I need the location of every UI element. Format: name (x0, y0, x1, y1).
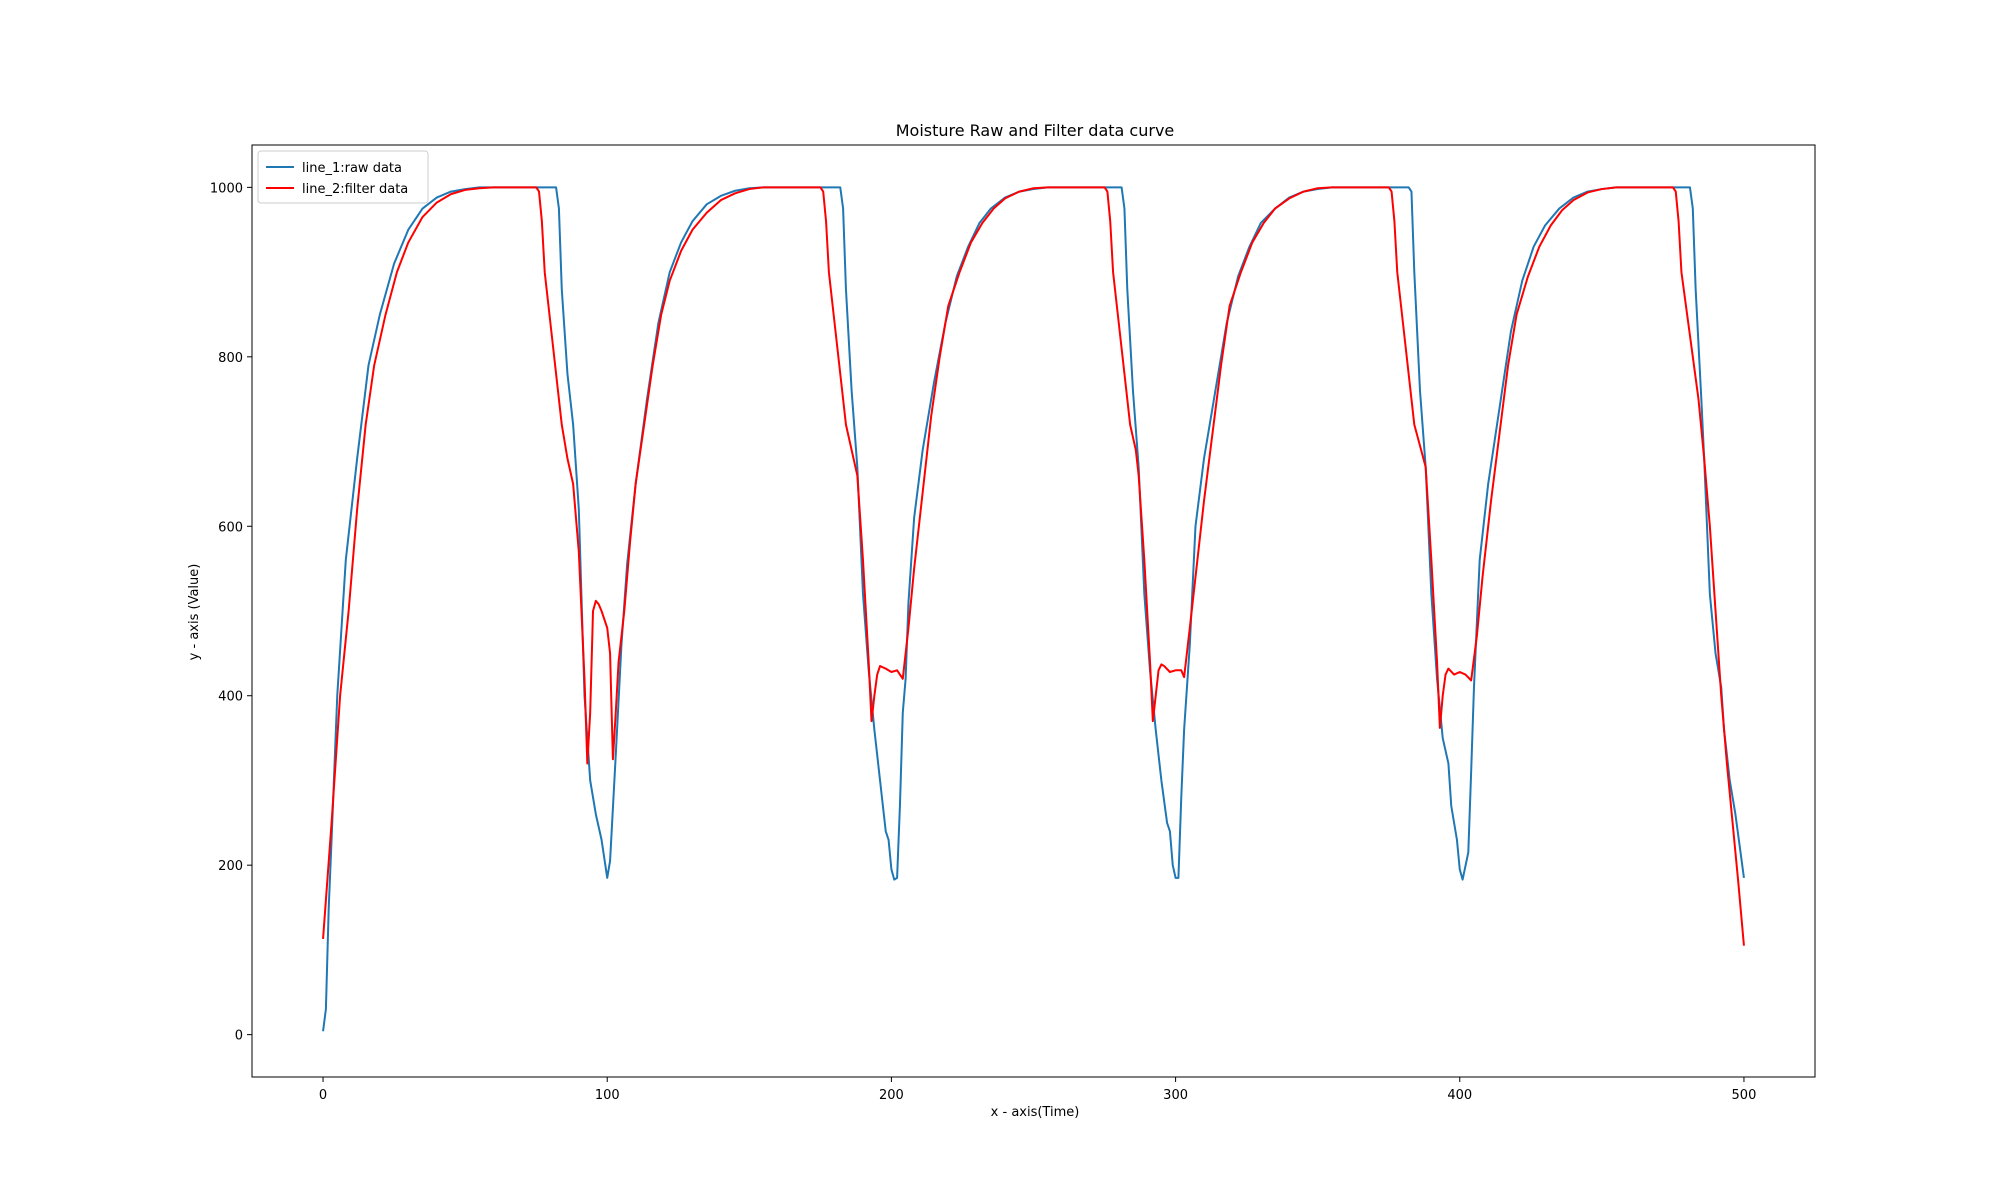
x-tick-label: 500 (1732, 1088, 1757, 1103)
legend: line_1:raw data line_2:filter data (257, 150, 429, 204)
y-axis-label: y - axis (Value) (187, 564, 202, 661)
plot-area (322, 186, 1745, 1032)
plot-frame (251, 144, 1816, 1078)
legend-box (257, 150, 429, 204)
legend-label-2: line_2:filter data (302, 182, 408, 197)
x-tick-label: 100 (595, 1088, 620, 1103)
y-tick-label: 0 (235, 1029, 243, 1044)
axes: 0 100 200 300 400 500 0 200 400 600 800 1000 (210, 144, 1816, 1103)
chart-title: Moisture Raw and Filter data curve (896, 121, 1175, 140)
series-line-1 (322, 186, 1745, 1032)
y-tick-label: 400 (218, 690, 243, 705)
y-tick-label: 800 (218, 351, 243, 366)
y-tick-label: 200 (218, 859, 243, 874)
x-tick-label: 400 (1447, 1088, 1472, 1103)
y-tick-label: 1000 (210, 181, 243, 196)
legend-label-1: line_1:raw data (302, 161, 402, 176)
x-tick-label: 300 (1163, 1088, 1188, 1103)
x-tick-label: 200 (879, 1088, 904, 1103)
x-tick-label: 0 (319, 1088, 327, 1103)
series-line-2 (322, 186, 1745, 946)
x-axis-label: x - axis(Time) (991, 1105, 1080, 1120)
y-tick-label: 600 (218, 520, 243, 535)
